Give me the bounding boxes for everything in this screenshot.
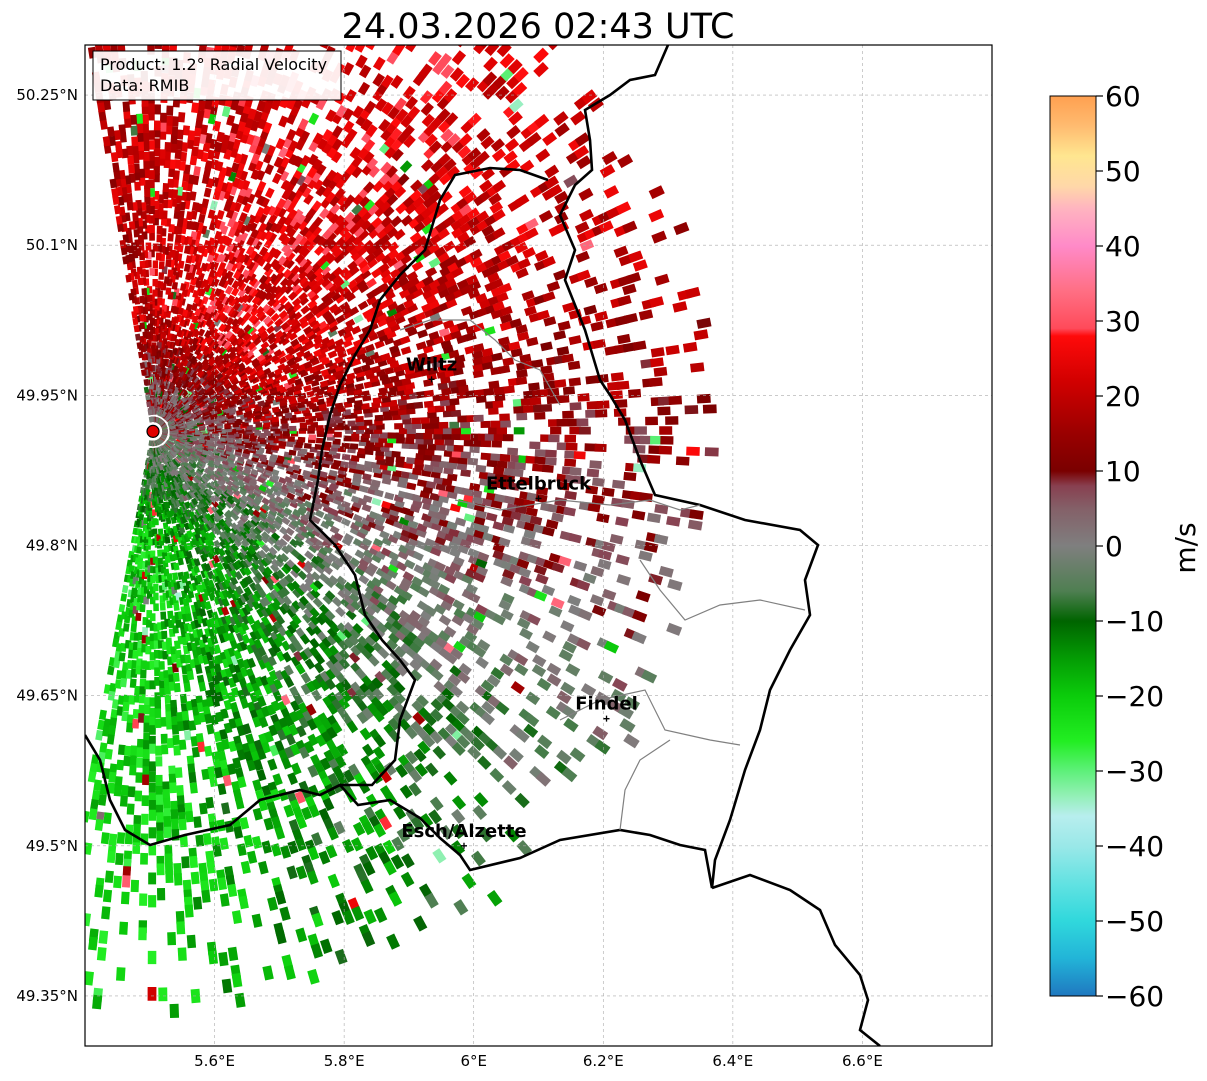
luxembourg-border: [319, 45, 820, 889]
radar-velocity-layer: [85, 45, 719, 1019]
radar-site-marker: [146, 424, 160, 438]
y-tick-label: 50.1°N: [26, 236, 78, 254]
country-borders: [85, 45, 881, 1046]
y-tick-label: 49.65°N: [16, 687, 78, 705]
city-marker-icon: [603, 715, 610, 722]
map-frame: [84, 44, 993, 1047]
y-tick-label: 49.8°N: [26, 537, 78, 555]
city-label: Findel: [575, 694, 638, 715]
colorbar-tick-label: 20: [1105, 380, 1141, 413]
y-tick-label: 49.5°N: [26, 837, 78, 855]
germany-southeast-border: [711, 873, 881, 1046]
x-tick-label: 5.6°E: [194, 1052, 235, 1070]
colorbar: 60 50 40 30 20 10 0 −10 −20 −30 −40 −50 −60 m/s: [1049, 80, 1202, 1013]
colorbar-ticks: 60 50 40 30 20 10 0 −10 −20 −30 −40 −50 −60: [1096, 80, 1164, 1013]
y-tick-label: 49.95°N: [16, 386, 78, 404]
colorbar-tick-label: 0: [1105, 530, 1123, 563]
city-markers: Wiltz Ettelbruck Findel Esch/Alzette: [401, 354, 638, 849]
y-axis-ticks: 50.25°N 50.1°N 49.95°N 49.8°N 49.65°N 49.5°N 4…: [16, 86, 78, 1005]
canton-boundaries: [399, 319, 806, 831]
map-area: Wiltz Ettelbruck Findel Esch/Alzette: [85, 45, 992, 1046]
colorbar-tick-label: 40: [1105, 230, 1141, 263]
colorbar-tick-label: 10: [1105, 455, 1141, 488]
city-label: Ettelbruck: [486, 473, 592, 494]
x-tick-label: 6.4°E: [712, 1052, 753, 1070]
colorbar-tick-label: 30: [1105, 305, 1141, 338]
x-tick-label: 6.6°E: [842, 1052, 883, 1070]
city-marker-icon: [460, 842, 467, 849]
city-wiltz: Wiltz: [406, 354, 457, 383]
info-box: Product: 1.2° Radial Velocity Data: RMIB: [92, 50, 342, 101]
colorbar-tick-label: −30: [1105, 755, 1164, 788]
colorbar-tick-label: −50: [1105, 905, 1164, 938]
colorbar-tick-label: −10: [1105, 605, 1164, 638]
colorbar-unit-label: m/s: [1169, 522, 1202, 573]
colorbar-tick-label: −40: [1105, 830, 1164, 863]
x-tick-label: 6.2°E: [583, 1052, 624, 1070]
x-tick-label: 6°E: [460, 1052, 487, 1070]
canton-boundary-east: [639, 559, 806, 621]
city-marker-icon: [535, 495, 542, 502]
city-marker-icon: [428, 376, 435, 383]
y-tick-label: 50.25°N: [16, 86, 78, 104]
city-label: Wiltz: [406, 354, 457, 375]
canton-boundary-center: [454, 499, 701, 511]
france-border: [85, 734, 341, 847]
chart-title: 24.03.2026 02:43 UTC: [342, 7, 735, 47]
colorbar-gradient: [1049, 95, 1097, 997]
y-tick-label: 49.35°N: [16, 987, 78, 1005]
city-esch-alzette: Esch/Alzette: [401, 821, 527, 849]
colorbar-tick-label: 60: [1105, 80, 1141, 113]
colorbar-tick-label: 50: [1105, 155, 1141, 188]
canton-boundary-south: [559, 689, 741, 831]
colorbar-tick-label: −60: [1105, 980, 1164, 1013]
belgium-luxembourg-border: [308, 166, 549, 787]
canton-boundary-north: [399, 319, 561, 406]
x-tick-label: 5.8°E: [324, 1052, 365, 1070]
x-axis-ticks: 5.6°E 5.8°E 6°E 6.2°E 6.4°E 6.6°E: [194, 1052, 883, 1070]
city-label: Esch/Alzette: [401, 821, 526, 842]
colorbar-tick-label: −20: [1105, 680, 1164, 713]
info-data-line: Data: RMIB: [100, 76, 189, 95]
city-ettelbruck: Ettelbruck: [486, 473, 592, 502]
info-product-line: Product: 1.2° Radial Velocity: [100, 55, 327, 74]
city-findel: Findel: [575, 694, 638, 722]
